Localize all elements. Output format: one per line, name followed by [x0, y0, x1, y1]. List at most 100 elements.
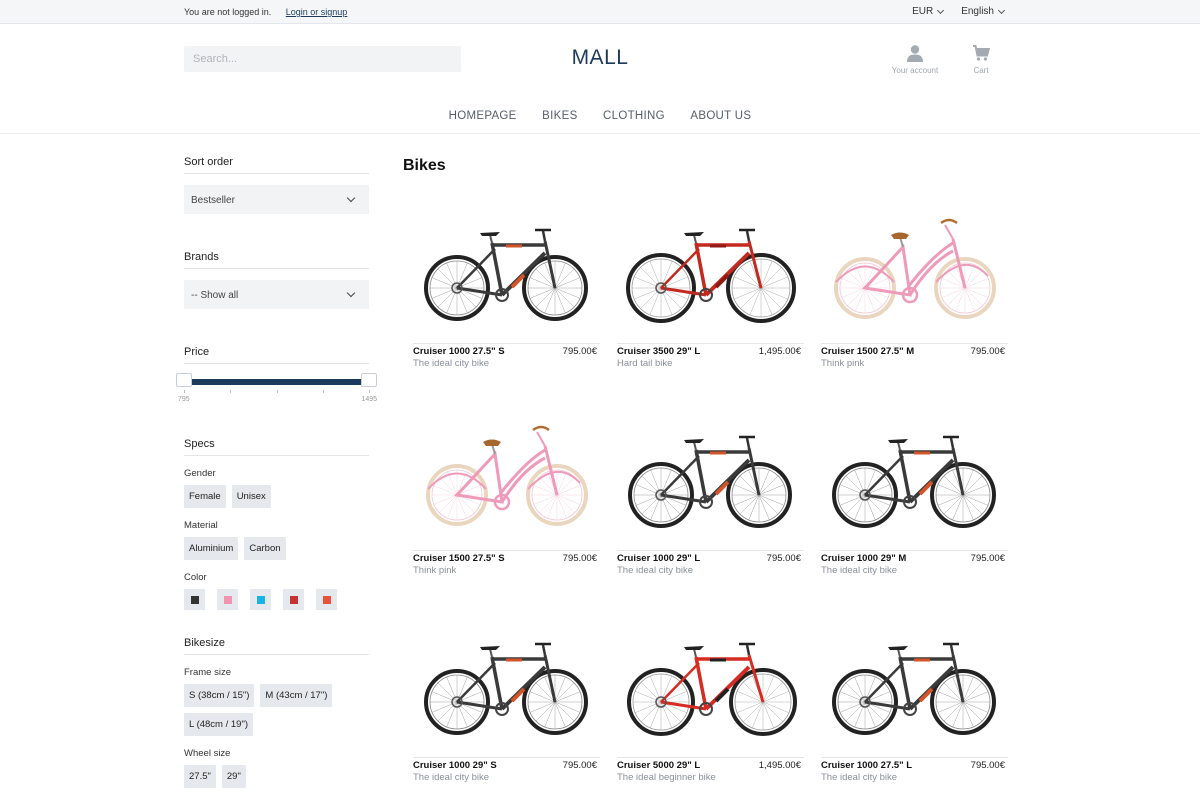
product-image[interactable]: [821, 400, 1008, 550]
price-min-handle[interactable]: [176, 373, 192, 387]
language-dropdown[interactable]: English: [961, 6, 1006, 17]
product-name[interactable]: Cruiser 1000 27.5" S: [413, 346, 505, 357]
product-info: Cruiser 1000 29" S 795.00€ The ideal cit…: [413, 757, 600, 785]
product-info: Cruiser 5000 29" L 1,495.00€ The ideal b…: [617, 757, 804, 785]
price-title: Price: [184, 346, 369, 364]
product-image[interactable]: [821, 193, 1008, 343]
product-description: The ideal beginner bike: [617, 772, 716, 783]
wheel-size-275-chip[interactable]: 27.5": [184, 765, 216, 788]
nav-clothing[interactable]: CLOTHING: [603, 110, 665, 122]
brands-select[interactable]: -- Show all: [184, 280, 369, 309]
sort-section: Sort order Bestseller: [184, 156, 369, 214]
product-image[interactable]: [617, 400, 804, 550]
color-swatch[interactable]: [316, 589, 337, 610]
color-swatch[interactable]: [217, 589, 238, 610]
product-description: Think pink: [821, 358, 865, 369]
product-card[interactable]: Cruiser 1000 29" L 795.00€ The ideal cit…: [617, 400, 804, 578]
product-description: The ideal city bike: [617, 565, 694, 576]
product-info: Cruiser 3500 29" L 1,495.00€ Hard tail b…: [617, 343, 804, 371]
nav-homepage[interactable]: HOMEPAGE: [448, 110, 517, 122]
product-card[interactable]: Cruiser 1000 27.5" L 795.00€ The ideal c…: [821, 607, 1008, 785]
product-card[interactable]: Cruiser 5000 29" L 1,495.00€ The ideal b…: [617, 607, 804, 785]
product-card[interactable]: Cruiser 1000 29" S 795.00€ The ideal cit…: [413, 607, 600, 785]
product-card[interactable]: Cruiser 1500 27.5" M 795.00€ Think pink: [821, 193, 1008, 371]
color-swatch[interactable]: [283, 589, 304, 610]
sort-select[interactable]: Bestseller: [184, 185, 369, 214]
sort-value: Bestseller: [191, 195, 235, 206]
product-name[interactable]: Cruiser 1000 29" M: [821, 553, 907, 564]
product-name[interactable]: Cruiser 3500 29" L: [617, 346, 701, 357]
product-card[interactable]: Cruiser 3500 29" L 1,495.00€ Hard tail b…: [617, 193, 804, 371]
color-dot: [190, 595, 199, 604]
product-name[interactable]: Cruiser 1500 27.5" M: [821, 346, 915, 357]
language-value: English: [961, 6, 994, 17]
login-status-text: You are not logged in.: [184, 7, 272, 17]
chevron-down-icon: [346, 288, 356, 298]
color-label: Color: [184, 572, 207, 583]
cart-icon: [973, 45, 990, 61]
product-name[interactable]: Cruiser 1000 27.5" L: [821, 760, 913, 771]
color-swatch[interactable]: [250, 589, 271, 610]
product-image[interactable]: [413, 193, 600, 343]
color-options: [184, 589, 369, 610]
product-image[interactable]: [821, 607, 1008, 757]
wheel-size-29-chip[interactable]: 29": [221, 765, 246, 788]
product-name[interactable]: Cruiser 1500 27.5" S: [413, 553, 505, 564]
color-dot: [322, 595, 331, 604]
product-description: The ideal city bike: [821, 772, 898, 783]
price-ticks: [184, 390, 370, 394]
material-aluminium-chip[interactable]: Aluminium: [184, 537, 239, 560]
filter-sidebar: Sort order Bestseller Brands -- Show all…: [176, 135, 377, 788]
login-signup-link[interactable]: Login or signup: [285, 7, 348, 17]
product-card[interactable]: Cruiser 1000 29" M 795.00€ The ideal cit…: [821, 400, 1008, 578]
color-swatch[interactable]: [184, 589, 205, 610]
user-icon: [907, 45, 923, 62]
gender-options: Female Unisex: [184, 485, 369, 508]
frame-size-l-chip[interactable]: L (48cm / 19"): [184, 713, 253, 736]
product-name[interactable]: Cruiser 1000 29" L: [617, 553, 701, 564]
color-dot: [256, 595, 265, 604]
product-price: 795.00€: [562, 553, 597, 564]
frame-size-s-chip[interactable]: S (38cm / 15"): [184, 684, 255, 707]
gender-label: Gender: [184, 468, 216, 479]
search-input[interactable]: [184, 46, 461, 72]
product-image[interactable]: [413, 400, 600, 550]
nav-about-us[interactable]: ABOUT US: [690, 110, 752, 122]
price-slider[interactable]: 795 1495: [176, 372, 377, 412]
product-price: 795.00€: [970, 346, 1005, 357]
gender-female-chip[interactable]: Female: [184, 485, 226, 508]
brands-value: -- Show all: [191, 290, 239, 301]
currency-value: EUR: [912, 6, 934, 17]
product-price: 795.00€: [766, 553, 801, 564]
product-name[interactable]: Cruiser 1000 29" S: [413, 760, 497, 771]
product-info: Cruiser 1500 27.5" S 795.00€ Think pink: [413, 550, 600, 578]
gender-unisex-chip[interactable]: Unisex: [231, 485, 271, 508]
product-info: Cruiser 1000 27.5" S 795.00€ The ideal c…: [413, 343, 600, 371]
product-price: 795.00€: [970, 553, 1005, 564]
price-section: Price 795 1495: [176, 346, 377, 412]
product-image[interactable]: [617, 193, 804, 343]
cart-button[interactable]: Cart: [960, 44, 1002, 75]
product-image[interactable]: [413, 607, 600, 757]
material-label: Material: [184, 520, 218, 531]
product-info: Cruiser 1000 29" L 795.00€ The ideal cit…: [617, 550, 804, 578]
color-dot: [289, 595, 298, 604]
material-carbon-chip[interactable]: Carbon: [244, 537, 286, 560]
product-image[interactable]: [617, 607, 804, 757]
chevron-down-icon: [937, 6, 945, 14]
account-button[interactable]: Your account: [884, 44, 946, 75]
frame-size-m-chip[interactable]: M (43cm / 17"): [260, 684, 333, 707]
site-logo[interactable]: MALL: [571, 46, 629, 69]
product-price: 795.00€: [562, 346, 597, 357]
price-max-handle[interactable]: [361, 373, 377, 387]
product-card[interactable]: Cruiser 1000 27.5" S 795.00€ The ideal c…: [413, 193, 600, 371]
main-nav: HOMEPAGE BIKES CLOTHING ABOUT US: [0, 110, 1200, 122]
product-info: Cruiser 1000 27.5" L 795.00€ The ideal c…: [821, 757, 1008, 785]
product-card[interactable]: Cruiser 1500 27.5" S 795.00€ Think pink: [413, 400, 600, 578]
currency-dropdown[interactable]: EUR: [912, 6, 945, 17]
product-name[interactable]: Cruiser 5000 29" L: [617, 760, 701, 771]
price-min-label: 795: [178, 396, 190, 403]
product-info: Cruiser 1500 27.5" M 795.00€ Think pink: [821, 343, 1008, 371]
brands-title: Brands: [184, 251, 369, 269]
nav-bikes[interactable]: BIKES: [542, 110, 578, 122]
